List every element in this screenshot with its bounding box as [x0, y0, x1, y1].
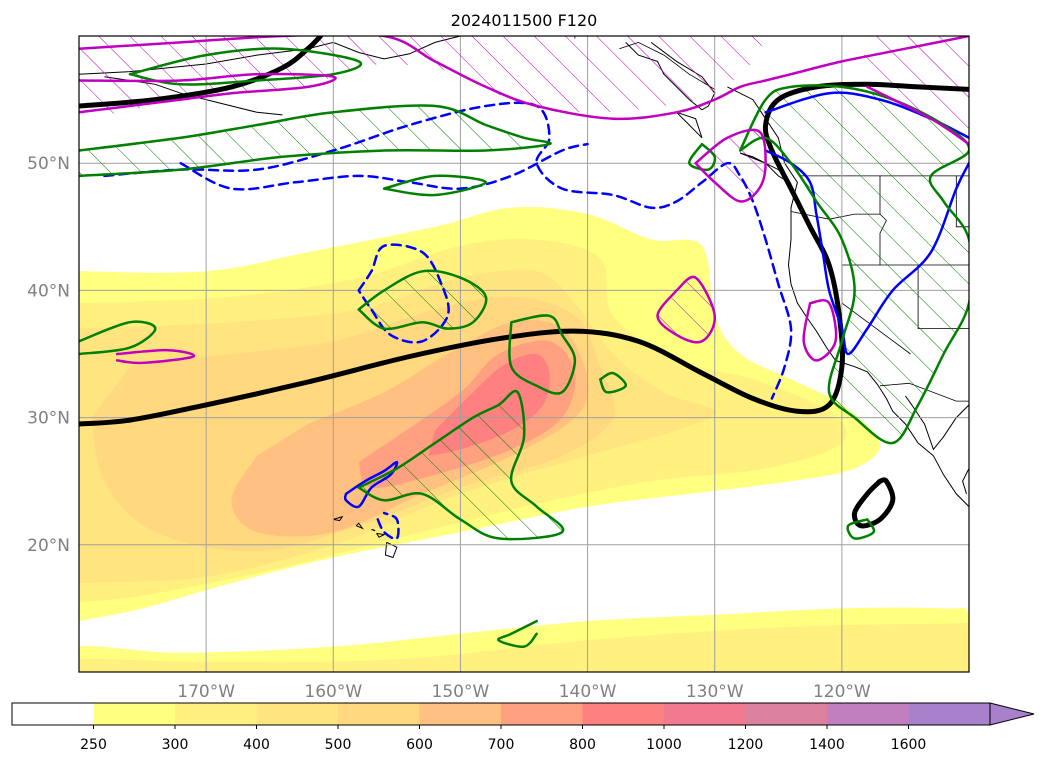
colorbar-tick-label: 1200 [728, 737, 764, 753]
hatched-region-5 [657, 276, 715, 343]
contour-green-solid-11 [128, 47, 362, 86]
hatched-region-0 [79, 105, 551, 176]
contour-blue-dashed-6 [103, 101, 793, 400]
colorbar-bin-11 [908, 703, 991, 725]
coastline-7 [333, 515, 344, 522]
colorbar-bin-2 [175, 703, 257, 725]
axis-tick-labels: 170°W 160°W 150°W 140°W 130°W 120°W 20°N 30°N 40… [27, 154, 871, 702]
contour-green-solid-17 [497, 619, 538, 648]
contour-green-solid-12 [357, 389, 565, 541]
colorbar-tick-label: 1600 [891, 737, 927, 753]
lon-tick-label: 120°W [813, 682, 871, 702]
chart-title: 2024011500 F120 [451, 11, 598, 30]
map-frame [78, 35, 970, 673]
contour-green-solid-19 [846, 518, 876, 540]
coastline-5 [676, 111, 703, 139]
lon-tick-label: 140°W [559, 682, 617, 702]
contour-green-solid-16 [382, 174, 488, 197]
hatched-region-3 [740, 85, 969, 444]
hatched-region-4 [79, 36, 766, 116]
coastline-10 [376, 532, 386, 538]
colorbar-tick-label: 800 [569, 737, 596, 753]
coastline-0 [727, 86, 969, 507]
colorbar-tick-label: 700 [488, 737, 515, 753]
lon-tick-label: 130°W [686, 682, 744, 702]
colorbar-tick-label: 1000 [646, 737, 682, 753]
contour-green-solid-20 [688, 142, 717, 172]
hatched-region-2 [358, 270, 487, 329]
colorbar-tick-label: 250 [80, 737, 107, 753]
lat-tick-label: 40°N [27, 281, 70, 301]
coastline-9 [371, 529, 376, 532]
contour-blue-dashed-8 [357, 243, 450, 344]
contour-black-solid-0 [79, 81, 969, 427]
contour-blue-solid-3 [764, 149, 969, 356]
contour-green-solid-10 [79, 104, 552, 178]
contour-green-solid-15 [79, 320, 157, 356]
contour-blue-dashed-9 [376, 511, 400, 541]
contour-green-solid-21 [599, 371, 627, 394]
colorbar-bin-8 [664, 703, 746, 725]
contour-magenta-solid-22 [79, 36, 969, 121]
contour-green-solid-13 [508, 314, 577, 395]
colorbar-bin-4 [338, 703, 420, 725]
coastline-11 [384, 541, 398, 559]
colorbar-tick-label: 1400 [809, 737, 845, 753]
hatched-regions [79, 36, 969, 540]
hatched-region-7 [862, 36, 969, 148]
contour-green-solid-18 [738, 84, 969, 445]
coastline-2 [962, 468, 969, 495]
colorbar-bin-6 [501, 703, 583, 725]
lon-tick-label: 170°W [177, 682, 235, 702]
hatched-region-6 [695, 129, 766, 202]
colorbar: 250 300 400 500 600 700 800 1000 1200 1400 1600 [11, 702, 1035, 753]
colorbar-bin-5 [419, 703, 502, 725]
lon-tick-label: 150°W [432, 682, 490, 702]
lat-tick-label: 50°N [27, 154, 70, 174]
colorbar-tick-label: 500 [325, 737, 352, 753]
colorbar-bin-7 [582, 703, 665, 725]
contour-lines [79, 36, 969, 648]
lat-tick-label: 30°N [27, 409, 70, 429]
contour-green-solid-14 [357, 269, 488, 331]
map-plot-area [79, 36, 969, 672]
colorbar-tick-label: 600 [406, 737, 433, 753]
colorbar-tick-label: 400 [243, 737, 270, 753]
colorbar-bin-10 [827, 703, 909, 725]
contour-magenta-solid-23 [79, 72, 337, 114]
colorbar-bin-9 [745, 703, 828, 725]
colorbar-bin-0 [12, 703, 94, 725]
lon-tick-label: 160°W [304, 682, 362, 702]
contour-magenta-solid-28 [866, 85, 969, 146]
colorbar-tick-label: 300 [162, 737, 189, 753]
hatched-region-1 [358, 390, 564, 540]
lat-tick-label: 20°N [27, 536, 70, 556]
contour-magenta-solid-27 [694, 128, 767, 203]
contour-blue-solid-5 [343, 460, 399, 509]
colorbar-bin-3 [256, 703, 339, 725]
coastline-8 [355, 522, 364, 530]
contour-blue-dashed-7 [179, 142, 589, 191]
contour-magenta-solid-24 [656, 275, 716, 344]
contour-magenta-solid-25 [115, 348, 196, 365]
colorbar-bin-1 [93, 703, 176, 725]
contour-magenta-solid-26 [802, 299, 838, 362]
